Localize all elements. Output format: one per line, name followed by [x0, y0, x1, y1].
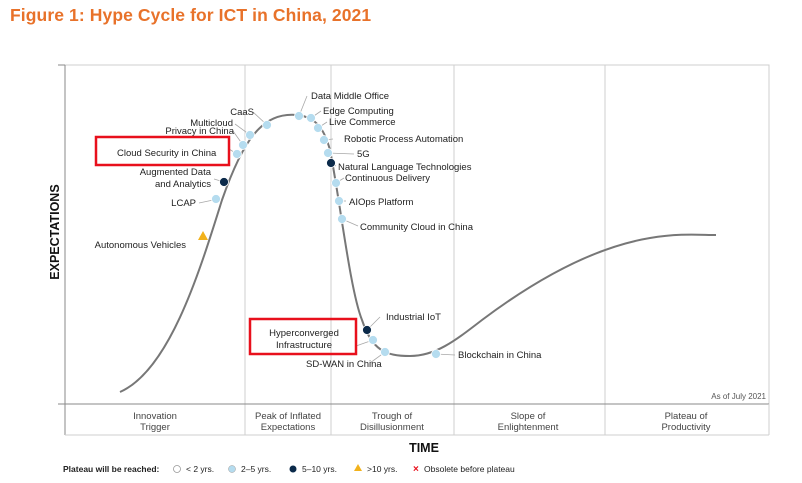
tech-label-robotic-process-automation: Robotic Process Automation [344, 134, 463, 145]
tech-label-data-middle-office: Data Middle Office [311, 91, 389, 102]
x-axis-label: TIME [409, 441, 439, 455]
marker-continuous-delivery[interactable] [331, 178, 341, 188]
marker-robotic-process-automation[interactable] [319, 135, 329, 145]
phase-label: Trigger [140, 422, 170, 433]
dark-blue-circle-icon [289, 465, 297, 473]
marker-blockchain-in-china[interactable] [431, 349, 441, 359]
marker-privacy-in-china[interactable] [238, 140, 248, 150]
tech-label-hyperconverged-line2: Infrastructure [276, 340, 332, 351]
tech-label-lcap: LCAP [171, 198, 196, 209]
marker-aiops-platform[interactable] [334, 196, 344, 206]
phase-label: Innovation [133, 411, 177, 422]
tech-label-blockchain-in-china: Blockchain in China [458, 350, 542, 361]
marker-hyperconverged-infrastructure[interactable] [368, 335, 378, 345]
light-blue-circle-icon [228, 465, 236, 473]
tech-label-augmented-data-line2: and Analytics [155, 179, 211, 190]
tech-label-continuous-delivery: Continuous Delivery [345, 173, 430, 184]
y-axis-label: EXPECTATIONS [48, 184, 62, 279]
tech-label-autonomous-vehicles: Autonomous Vehicles [95, 240, 187, 251]
legend-label: >10 yrs. [367, 464, 397, 474]
hollow-circle-icon [173, 465, 181, 473]
marker-caas[interactable] [262, 120, 272, 130]
marker-lcap[interactable] [211, 194, 221, 204]
tech-label-privacy-in-china: Privacy in China [165, 126, 234, 137]
legend: Plateau will be reached: < 2 yrs. 2–5 yr… [63, 464, 515, 475]
tech-label-live-commerce: Live Commerce [329, 117, 396, 128]
tech-label-industrial-iot: Industrial IoT [386, 312, 441, 323]
warning-triangle-icon[interactable] [198, 231, 208, 240]
hype-cycle-curve [119, 113, 717, 393]
plot-frame [64, 64, 770, 405]
phase-label: Plateau of [665, 411, 708, 422]
highlight-box-cloud-security [94, 135, 231, 167]
highlight-box-hyperconverged [248, 317, 358, 356]
tech-label-sd-wan-in-china: SD-WAN in China [306, 359, 382, 370]
marker-community-cloud-in-china[interactable] [337, 214, 347, 224]
legend-label: < 2 yrs. [186, 464, 214, 474]
phase-label: Productivity [661, 422, 710, 433]
marker-sd-wan-in-china[interactable] [380, 347, 390, 357]
marker-industrial-iot[interactable] [362, 325, 372, 335]
phase-label: Peak of Inflated [255, 411, 321, 422]
tech-label-natural-language-technologies: Natural Language Technologies [338, 162, 472, 173]
tech-label-edge-computing: Edge Computing [323, 106, 394, 117]
tech-label-hyperconverged: Hyperconverged [269, 328, 339, 339]
marker-data-middle-office[interactable] [294, 111, 304, 121]
legend-label: 2–5 yrs. [241, 464, 271, 474]
tech-label-multicloud: Multicloud [190, 118, 233, 129]
yellow-triangle-icon [354, 464, 362, 471]
tech-label-aiops-platform: AIOps Platform [349, 197, 413, 208]
as-of-note: As of July 2021 [711, 392, 766, 401]
marker-augmented-data-and-analytics[interactable] [219, 177, 229, 187]
legend-label: Obsolete before plateau [424, 464, 515, 474]
legend-title: Plateau will be reached: [63, 464, 160, 474]
tech-label-caas: CaaS [230, 107, 254, 118]
marker-edge-computing[interactable] [306, 113, 316, 123]
legend-label: 5–10 yrs. [302, 464, 337, 474]
phase-label: Slope of [511, 411, 546, 422]
phase-label: Trough of [372, 411, 413, 422]
marker-natural-language-technologies[interactable] [326, 158, 336, 168]
phase-label: Disillusionment [360, 422, 424, 433]
marker-live-commerce[interactable] [313, 123, 323, 133]
tech-label-augmented-data: Augmented Data [140, 167, 212, 178]
marker-cloud-security-in-china[interactable] [232, 149, 242, 159]
tech-label-cloud-security-in-china: Cloud Security in China [117, 148, 217, 159]
red-x-icon: × [413, 464, 419, 475]
marker-5g[interactable] [323, 148, 333, 158]
marker-multicloud[interactable] [245, 130, 255, 140]
figure-title: Figure 1: Hype Cycle for ICT in China, 2… [10, 5, 372, 25]
phase-label: Expectations [261, 422, 316, 433]
tech-label-5g: 5G [357, 149, 370, 160]
phase-label: Enlightenment [498, 422, 559, 433]
tech-label-community-cloud-in-china: Community Cloud in China [360, 222, 474, 233]
